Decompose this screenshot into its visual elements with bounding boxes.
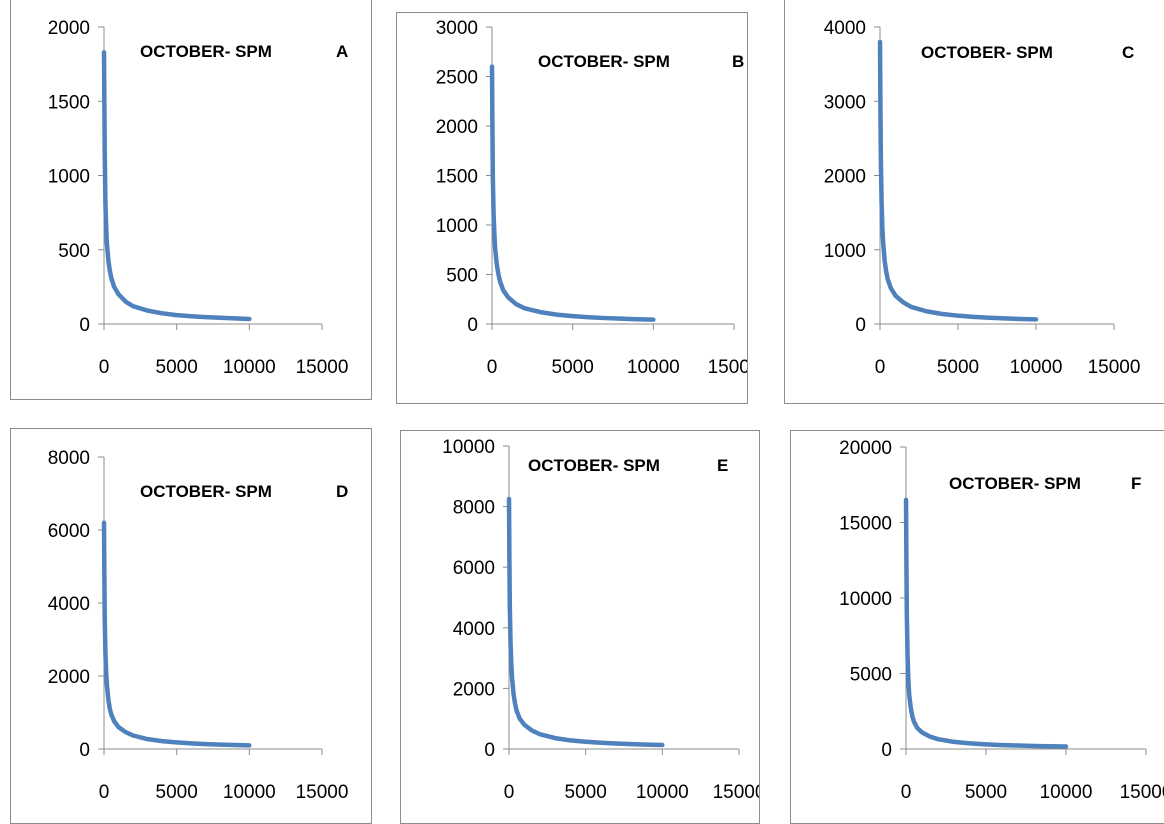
y-tick-label: 1000: [824, 241, 866, 262]
chart-title-letter: E: [717, 456, 728, 475]
y-tick-label: 10000: [839, 589, 892, 610]
chart-title: OCTOBER- SPM: [140, 482, 272, 501]
x-tick-label: 5000: [937, 357, 979, 378]
y-tick-label: 2000: [436, 117, 478, 138]
chart-title: OCTOBER- SPM: [528, 456, 660, 475]
y-tick-label: 3000: [436, 18, 478, 39]
chart-title-letter: B: [732, 52, 744, 71]
series-line: [101, 50, 252, 322]
x-tick-label: 0: [875, 357, 886, 378]
x-tick-label: 15000: [713, 782, 760, 803]
y-tick-label: 0: [484, 740, 495, 761]
y-tick-label: 0: [79, 315, 90, 336]
chart-title-letter: C: [1122, 43, 1134, 62]
chart-svg-f: 0 5000 10000 15000 20000 0 5000 10000 15000 OCTOB…: [839, 438, 1164, 803]
y-tick-label: 2000: [48, 667, 90, 688]
x-tick-label: 10000: [223, 357, 276, 378]
x-tick-label: 15000: [1088, 357, 1141, 378]
chart-panel-d: 0 2000 4000 6000 8000 0 5000 10000 15000 OCTOBER-…: [10, 428, 372, 824]
y-tick-label: 1500: [436, 167, 478, 188]
y-tick-label: 5000: [850, 665, 892, 686]
chart-title-letter: A: [336, 42, 348, 61]
x-tick-label: 0: [504, 782, 515, 803]
chart-panel-f: 0 5000 10000 15000 20000 0 5000 10000 15000 OCTOB…: [790, 430, 1164, 824]
chart-panel-a: 0 500 1000 1500 2000 0 5000 10000 15000 OCTOBER- …: [10, 0, 372, 400]
series-line: [489, 64, 656, 322]
y-tick-label: 20000: [839, 438, 892, 459]
x-tick-label: 5000: [156, 357, 198, 378]
x-tick-label: 5000: [565, 782, 607, 803]
series-line: [506, 496, 665, 748]
x-tick-label: 0: [487, 357, 498, 378]
y-tick-label: 0: [79, 740, 90, 761]
y-tick-label: 2000: [453, 679, 495, 700]
series-line: [903, 497, 1069, 749]
y-tick-label: 3000: [824, 92, 866, 113]
chart-title-letter: F: [1131, 474, 1141, 493]
x-tick-label: 5000: [552, 357, 594, 378]
chart-svg-b: 0 500 1000 1500 2000 2500 3000 0 5000 10000 15000 O…: [436, 18, 748, 378]
y-tick-label: 2000: [48, 18, 90, 39]
y-tick-label: 4000: [48, 594, 90, 615]
chart-title: OCTOBER- SPM: [949, 474, 1081, 493]
chart-title: OCTOBER- SPM: [921, 43, 1053, 62]
y-tick-label: 6000: [48, 521, 90, 542]
x-tick-label: 0: [901, 782, 912, 803]
chart-panel-e: 0 2000 4000 6000 8000 10000 0 5000 10000 15000 OCT…: [400, 430, 760, 824]
y-tick-label: 500: [446, 266, 478, 287]
y-tick-label: 0: [467, 315, 478, 336]
chart-panel-c: 0 1000 2000 3000 4000 0 5000 10000 15000 OCTOBER-…: [784, 0, 1164, 404]
chart-svg-d: 0 2000 4000 6000 8000 0 5000 10000 15000 OCTOBER-…: [48, 448, 349, 803]
y-tick-label: 4000: [824, 18, 866, 39]
y-tick-label: 0: [855, 315, 866, 336]
chart-title-letter: D: [336, 482, 348, 501]
chart-svg-e: 0 2000 4000 6000 8000 10000 0 5000 10000 15000 OCT…: [442, 437, 760, 803]
x-tick-label: 15000: [296, 782, 349, 803]
y-tick-label: 6000: [453, 558, 495, 579]
x-tick-label: 0: [99, 782, 110, 803]
y-tick-label: 0: [881, 740, 892, 761]
y-tick-label: 10000: [442, 437, 495, 458]
chart-panel-b: 0 500 1000 1500 2000 2500 3000 0 5000 10000 15000 O…: [396, 12, 748, 404]
y-tick-label: 2500: [436, 68, 478, 89]
chart-title: OCTOBER- SPM: [140, 42, 272, 61]
x-tick-label: 10000: [636, 782, 689, 803]
chart-svg-a: 0 500 1000 1500 2000 0 5000 10000 15000 OCTOBER- …: [48, 18, 349, 378]
x-tick-label: 15000: [708, 357, 748, 378]
y-tick-label: 4000: [453, 619, 495, 640]
y-tick-label: 1000: [48, 167, 90, 188]
x-tick-label: 5000: [965, 782, 1007, 803]
x-tick-label: 10000: [223, 782, 276, 803]
chart-svg-c: 0 1000 2000 3000 4000 0 5000 10000 15000 OCTOBER-…: [824, 18, 1141, 378]
x-tick-label: 10000: [627, 357, 680, 378]
series-line: [877, 39, 1039, 322]
series-line: [101, 520, 252, 748]
x-tick-label: 10000: [1010, 357, 1063, 378]
x-tick-label: 15000: [1120, 782, 1164, 803]
y-tick-label: 8000: [453, 498, 495, 519]
y-tick-label: 1000: [436, 216, 478, 237]
y-tick-label: 2000: [824, 167, 866, 188]
y-tick-label: 8000: [48, 448, 90, 469]
chart-title: OCTOBER- SPM: [538, 52, 670, 71]
x-tick-label: 15000: [296, 357, 349, 378]
x-tick-label: 5000: [156, 782, 198, 803]
y-tick-label: 1500: [48, 92, 90, 113]
x-tick-label: 10000: [1040, 782, 1093, 803]
x-tick-label: 0: [99, 357, 110, 378]
y-tick-label: 500: [58, 241, 90, 262]
y-tick-label: 15000: [839, 514, 892, 535]
